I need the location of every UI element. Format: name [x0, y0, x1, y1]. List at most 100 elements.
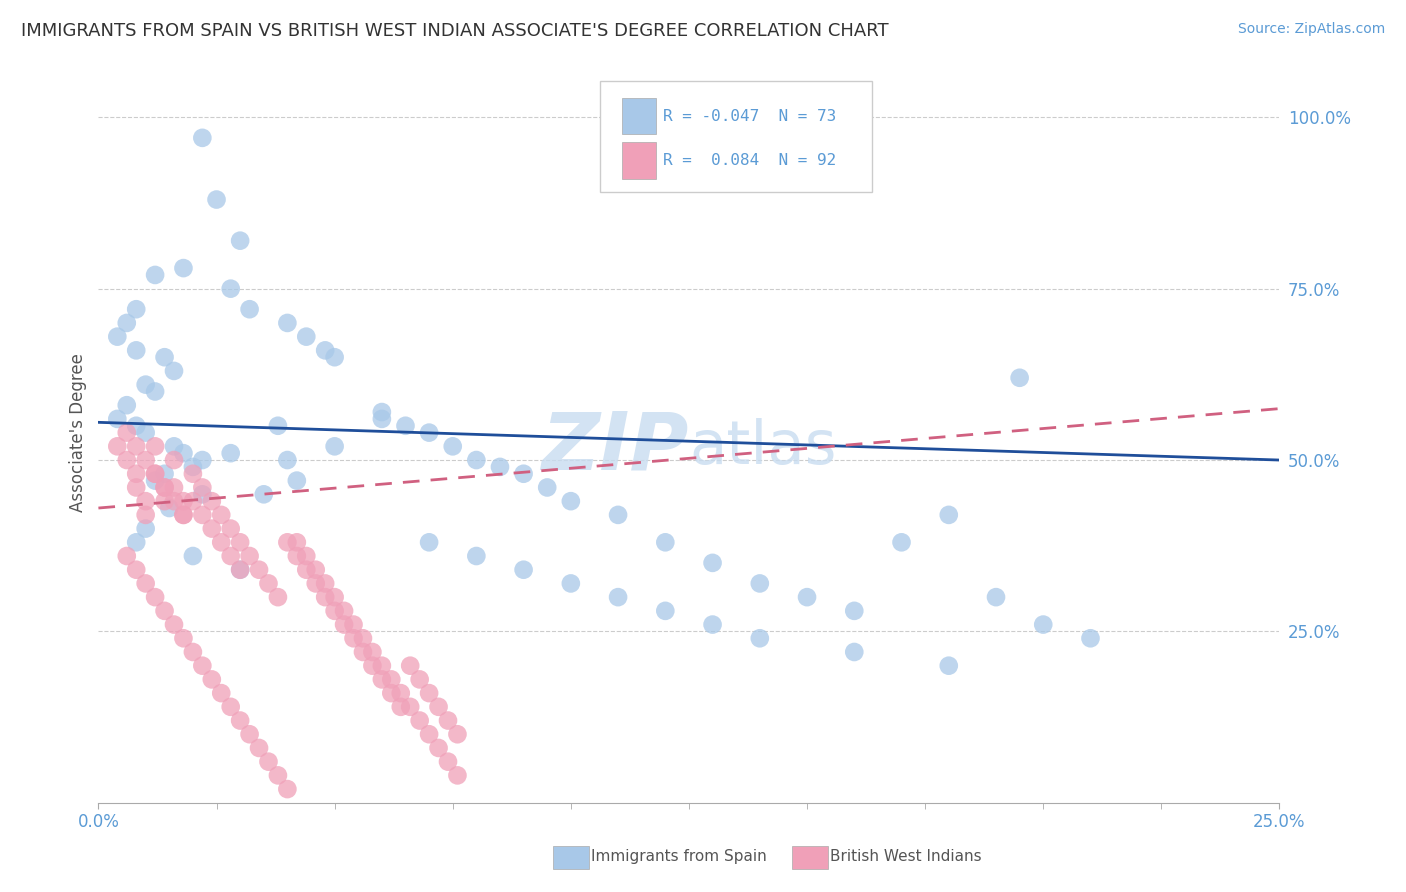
Point: [399, 658, 422, 673]
Point: [201, 673, 224, 687]
Point: [371, 673, 394, 687]
Point: [389, 686, 412, 700]
Point: [844, 604, 866, 618]
Point: [437, 755, 460, 769]
Point: [229, 563, 252, 577]
Point: [143, 439, 166, 453]
Point: [702, 617, 724, 632]
Point: [418, 727, 440, 741]
Text: R = -0.047  N = 73: R = -0.047 N = 73: [664, 109, 837, 124]
Point: [229, 535, 252, 549]
Point: [163, 494, 186, 508]
Point: [938, 508, 960, 522]
Point: [143, 467, 166, 481]
Point: [654, 604, 676, 618]
Point: [748, 632, 770, 646]
Text: atlas: atlas: [689, 418, 837, 477]
Point: [1008, 371, 1031, 385]
Point: [115, 425, 138, 440]
Point: [257, 576, 280, 591]
Point: [441, 439, 464, 453]
Point: [323, 439, 346, 453]
Point: [607, 590, 630, 604]
Point: [285, 535, 308, 549]
Point: [153, 467, 176, 481]
Point: [191, 658, 214, 673]
Point: [536, 480, 558, 494]
Point: [125, 343, 148, 358]
Point: [276, 535, 298, 549]
Point: [125, 439, 148, 453]
Point: [748, 576, 770, 591]
Point: [125, 563, 148, 577]
Point: [276, 782, 298, 797]
Point: [115, 453, 138, 467]
Point: [191, 487, 214, 501]
Point: [276, 453, 298, 467]
Point: [427, 699, 450, 714]
Point: [143, 384, 166, 399]
Point: [489, 459, 512, 474]
FancyBboxPatch shape: [621, 143, 655, 178]
Text: IMMIGRANTS FROM SPAIN VS BRITISH WEST INDIAN ASSOCIATE'S DEGREE CORRELATION CHAR: IMMIGRANTS FROM SPAIN VS BRITISH WEST IN…: [21, 22, 889, 40]
Point: [125, 467, 148, 481]
Point: [115, 316, 138, 330]
Point: [361, 645, 384, 659]
Point: [135, 494, 157, 508]
Point: [333, 617, 356, 632]
Point: [172, 446, 194, 460]
Point: [125, 418, 148, 433]
Point: [163, 480, 186, 494]
Point: [394, 418, 416, 433]
Point: [135, 453, 157, 467]
Point: [253, 487, 276, 501]
Point: [267, 418, 290, 433]
Point: [890, 535, 912, 549]
Point: [371, 405, 394, 419]
Point: [295, 549, 318, 563]
Point: [143, 268, 166, 282]
Point: [181, 645, 204, 659]
Text: British West Indians: British West Indians: [830, 849, 981, 863]
Point: [172, 632, 194, 646]
Point: [163, 453, 186, 467]
Point: [371, 658, 394, 673]
Point: [201, 522, 224, 536]
Point: [295, 329, 318, 343]
Point: [305, 576, 328, 591]
Point: [181, 459, 204, 474]
Point: [135, 425, 157, 440]
Text: R =  0.084  N = 92: R = 0.084 N = 92: [664, 153, 837, 169]
Point: [239, 549, 262, 563]
Point: [380, 686, 402, 700]
Point: [560, 494, 582, 508]
Point: [143, 467, 166, 481]
Text: Source: ZipAtlas.com: Source: ZipAtlas.com: [1237, 22, 1385, 37]
Point: [437, 714, 460, 728]
Point: [285, 474, 308, 488]
Point: [305, 563, 328, 577]
Point: [153, 604, 176, 618]
Point: [172, 508, 194, 522]
Point: [446, 727, 468, 741]
Point: [135, 522, 157, 536]
Point: [229, 234, 252, 248]
Point: [408, 673, 430, 687]
Point: [352, 632, 374, 646]
Point: [399, 699, 422, 714]
Point: [333, 604, 356, 618]
Point: [257, 755, 280, 769]
Point: [465, 549, 488, 563]
Point: [172, 508, 194, 522]
Point: [105, 439, 128, 453]
Point: [229, 714, 252, 728]
Point: [512, 467, 534, 481]
Point: [163, 439, 186, 453]
Point: [276, 316, 298, 330]
Point: [938, 658, 960, 673]
Point: [191, 508, 214, 522]
Text: Immigrants from Spain: Immigrants from Spain: [591, 849, 766, 863]
Point: [418, 686, 440, 700]
Point: [105, 329, 128, 343]
Point: [219, 522, 242, 536]
